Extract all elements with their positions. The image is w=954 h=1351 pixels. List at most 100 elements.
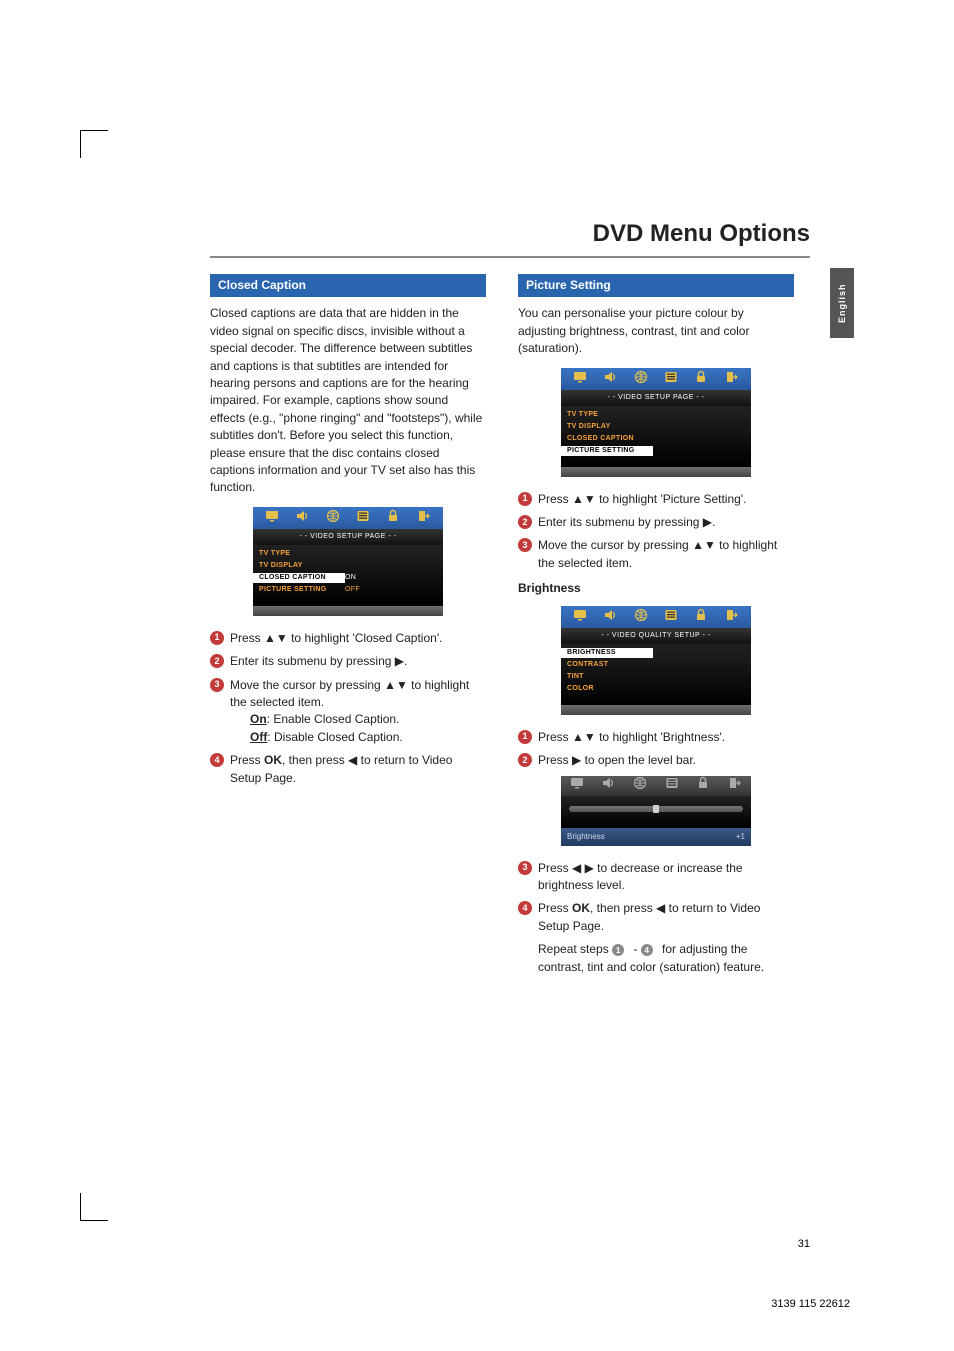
osd-menu-footer <box>253 606 443 616</box>
instruction-step: 1 Press ▲▼ to highlight 'Brightness'. <box>518 729 794 746</box>
osd-menu-item: TV TYPE <box>561 409 751 421</box>
instruction-step: 1 Press ▲▼ to highlight 'Closed Caption'… <box>210 630 486 647</box>
osd-slider-body <box>561 796 751 828</box>
lock-icon <box>694 608 708 626</box>
step-bullet-icon: 1 <box>518 492 532 506</box>
step-text: Press ▲▼ to highlight 'Picture Setting'. <box>538 491 794 508</box>
osd-item-label: PICTURE SETTING <box>561 446 653 456</box>
step-bullet-icon: 2 <box>210 654 224 668</box>
osd-item-value: OFF <box>345 585 360 595</box>
instruction-step: 1 Press ▲▼ to highlight 'Picture Setting… <box>518 491 794 508</box>
brightness-slider-track <box>569 806 743 812</box>
osd-menu-footer <box>561 705 751 715</box>
osd-item-label: TV DISPLAY <box>561 422 653 432</box>
osd-menu-item: CLOSED CAPTION <box>561 433 751 445</box>
speaker-icon <box>603 370 617 388</box>
osd-menu-picture-setting: - - VIDEO SETUP PAGE - - TV TYPE TV DISP… <box>561 368 751 477</box>
step-bullet-icon: 1 <box>612 944 624 956</box>
step-bullet-icon: 4 <box>210 753 224 767</box>
globe-icon <box>326 509 340 527</box>
page-number: 31 <box>798 1238 810 1250</box>
slider-label-right: +1 <box>736 831 745 843</box>
osd-menu-closed-caption: - - VIDEO SETUP PAGE - - TV TYPE TV DISP… <box>253 507 443 616</box>
panel-icon <box>665 776 679 795</box>
picture-setting-intro: You can personalise your picture colour … <box>518 305 794 357</box>
step-text: Press ▲▼ to highlight 'Brightness'. <box>538 729 794 746</box>
option-off-line: Off: Disable Closed Caption. <box>250 729 486 746</box>
step-text: Press OK, then press ◀ to return to Vide… <box>230 752 486 787</box>
speaker-icon <box>603 608 617 626</box>
osd-menu-item: TV TYPE <box>253 548 443 560</box>
osd-menu-header: - - VIDEO QUALITY SETUP - - <box>561 628 751 644</box>
osd-menu-item: PICTURE SETTING <box>561 445 751 457</box>
globe-icon <box>633 776 647 795</box>
instruction-step: 2 Enter its submenu by pressing ▶. <box>210 653 486 670</box>
osd-menu-header: - - VIDEO SETUP PAGE - - <box>561 390 751 406</box>
repeat-note: Repeat steps 1 - 4 for adjusting the con… <box>518 941 794 976</box>
osd-menu-item: COLOR <box>561 683 751 695</box>
osd-iconbar <box>561 368 751 390</box>
lock-icon <box>696 776 710 795</box>
osd-menu-body: TV TYPE TV DISPLAY CLOSED CAPTION PICTUR… <box>561 406 751 467</box>
section-heading-closed-caption: Closed Caption <box>210 274 486 297</box>
osd-item-label: CONTRAST <box>561 660 653 670</box>
osd-menu-item: TV DISPLAY <box>561 421 751 433</box>
slider-label-left: Brightness <box>567 831 605 843</box>
display-icon <box>573 370 587 388</box>
display-icon <box>265 509 279 527</box>
step-text: Move the cursor by pressing ▲▼ to highli… <box>538 537 794 572</box>
instruction-step: 4 Press OK, then press ◀ to return to Vi… <box>518 900 794 935</box>
instruction-step: 2 Enter its submenu by pressing ▶. <box>518 514 794 531</box>
display-icon <box>570 776 584 795</box>
step-bullet-icon: 4 <box>518 901 532 915</box>
step-bullet-icon: 2 <box>518 515 532 529</box>
display-icon <box>573 608 587 626</box>
instruction-step: 2 Press ▶ to open the level bar. <box>518 752 794 769</box>
osd-menu-body: TV TYPE TV DISPLAY CLOSED CAPTION ON PIC… <box>253 545 443 606</box>
osd-item-label: TV TYPE <box>561 410 653 420</box>
title-rule <box>210 256 810 258</box>
osd-item-label: TINT <box>561 672 653 682</box>
part-number: 3139 115 22612 <box>771 1298 850 1310</box>
osd-item-label: COLOR <box>561 684 653 694</box>
osd-slider-label-row: Brightness +1 <box>561 828 751 846</box>
page-title: DVD Menu Options <box>210 220 810 248</box>
osd-iconbar-dim <box>561 776 751 796</box>
step-text: Press ▲▼ to highlight 'Closed Caption'. <box>230 630 486 647</box>
option-on-line: On: Enable Closed Caption. <box>250 711 486 728</box>
osd-item-label: BRIGHTNESS <box>561 648 653 658</box>
crop-mark-tl <box>80 130 108 158</box>
osd-menu-footer <box>561 467 751 477</box>
step-bullet-icon: 2 <box>518 753 532 767</box>
speaker-icon <box>295 509 309 527</box>
osd-menu-item: TV DISPLAY <box>253 560 443 572</box>
step-text: Enter its submenu by pressing ▶. <box>538 514 794 531</box>
osd-iconbar <box>561 606 751 628</box>
osd-item-label: PICTURE SETTING <box>253 585 345 595</box>
brightness-subheading: Brightness <box>518 580 794 597</box>
lock-icon <box>694 370 708 388</box>
panel-icon <box>664 608 678 626</box>
osd-item-label: TV TYPE <box>253 549 345 559</box>
step-bullet-icon: 3 <box>518 861 532 875</box>
step-text: Press ◀ ▶ to decrease or increase the br… <box>538 860 794 895</box>
speaker-icon <box>601 776 615 795</box>
instruction-step: 3 Move the cursor by pressing ▲▼ to high… <box>518 537 794 572</box>
globe-icon <box>634 370 648 388</box>
osd-item-value: ON <box>345 573 356 583</box>
step-bullet-icon: 4 <box>641 944 653 956</box>
column-right: Picture Setting You can personalise your… <box>518 274 794 982</box>
column-left: Closed Caption Closed captions are data … <box>210 274 486 982</box>
osd-menu-item: BRIGHTNESS <box>561 647 751 659</box>
instruction-step: 3 Move the cursor by pressing ▲▼ to high… <box>210 677 486 747</box>
panel-icon <box>664 370 678 388</box>
osd-menu-item: TINT <box>561 671 751 683</box>
closed-caption-intro: Closed captions are data that are hidden… <box>210 305 486 496</box>
step-bullet-icon: 3 <box>518 538 532 552</box>
step-text: Press ▶ to open the level bar. <box>538 752 794 769</box>
osd-menu-body: BRIGHTNESS CONTRAST TINT COLOR <box>561 644 751 705</box>
exit-icon <box>725 608 739 626</box>
exit-icon <box>417 509 431 527</box>
repeat-note-text: Repeat steps 1 - 4 for adjusting the con… <box>538 941 794 976</box>
step-text: Enter its submenu by pressing ▶. <box>230 653 486 670</box>
